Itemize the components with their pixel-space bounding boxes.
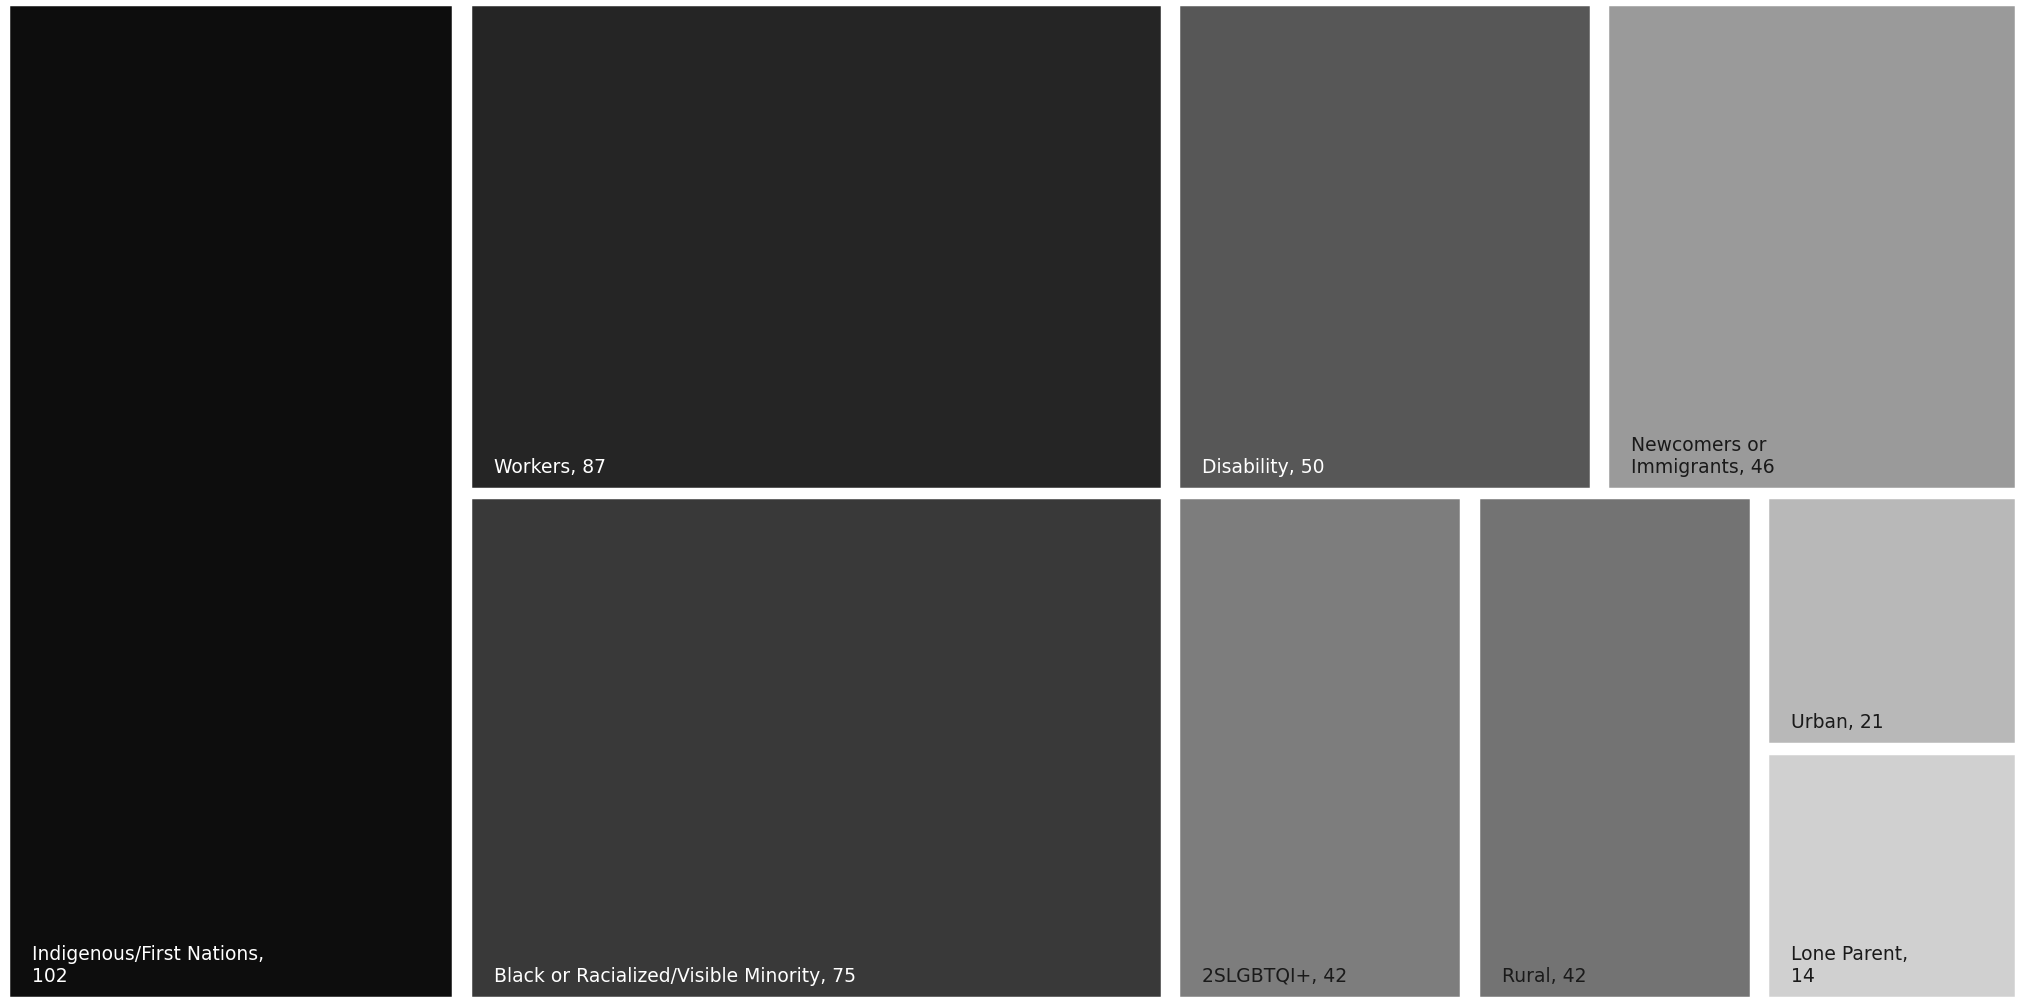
- FancyBboxPatch shape: [8, 4, 453, 998]
- FancyBboxPatch shape: [1477, 497, 1750, 998]
- Text: Urban, 21: Urban, 21: [1790, 713, 1883, 732]
- Text: Workers, 87: Workers, 87: [494, 458, 605, 477]
- Text: Disability, 50: Disability, 50: [1202, 458, 1325, 477]
- Text: Indigenous/First Nations,
102: Indigenous/First Nations, 102: [32, 945, 265, 986]
- Text: Rural, 42: Rural, 42: [1501, 967, 1586, 986]
- FancyBboxPatch shape: [1766, 753, 2015, 998]
- FancyBboxPatch shape: [1177, 4, 1590, 489]
- Text: Lone Parent,
14: Lone Parent, 14: [1790, 945, 1908, 986]
- FancyBboxPatch shape: [469, 4, 1161, 489]
- Text: Newcomers or
Immigrants, 46: Newcomers or Immigrants, 46: [1631, 436, 1774, 477]
- FancyBboxPatch shape: [1177, 497, 1461, 998]
- FancyBboxPatch shape: [1606, 4, 2015, 489]
- FancyBboxPatch shape: [1766, 497, 2015, 744]
- Text: 2SLGBTQI+, 42: 2SLGBTQI+, 42: [1202, 967, 1347, 986]
- FancyBboxPatch shape: [469, 497, 1161, 998]
- Text: Black or Racialized/Visible Minority, 75: Black or Racialized/Visible Minority, 75: [494, 967, 856, 986]
